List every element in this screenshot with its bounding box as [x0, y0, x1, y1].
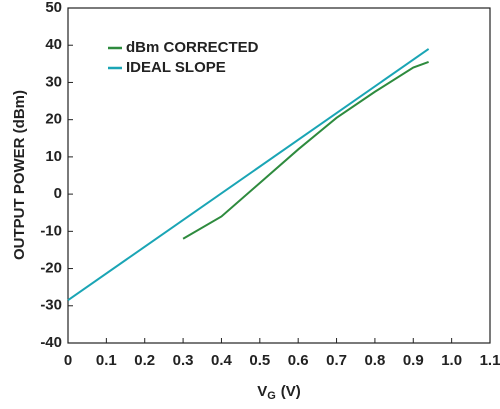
x-tick-label: 0.8 [364, 352, 385, 369]
x-tick-label: 0.3 [173, 352, 194, 369]
x-tick-label: 0.7 [326, 352, 347, 369]
y-tick-label: 20 [45, 111, 62, 128]
x-tick-label: 0.5 [249, 352, 270, 369]
y-tick-label: 50 [45, 0, 62, 16]
plot-frame [67, 7, 491, 344]
y-tick-label: 0 [54, 185, 62, 202]
x-tick-label: 0 [64, 352, 72, 369]
x-tick-label: 0.2 [134, 352, 155, 369]
x-tick-label: 0.9 [403, 352, 424, 369]
x-label-sub: G [267, 390, 276, 402]
legend-label: dBm CORRECTED [126, 39, 259, 56]
x-tick-label: 1.1 [480, 352, 500, 369]
x-tick-label: 0.4 [211, 352, 233, 369]
series-line [182, 61, 429, 240]
y-tick-label: -40 [40, 334, 62, 351]
y-tick-label: -10 [40, 222, 62, 239]
y-axis-label: OUTPUT POWER (dBm) [11, 90, 28, 260]
series-line [67, 48, 430, 302]
x-tick-label: 0.1 [96, 352, 117, 369]
y-tick-label: -30 [40, 297, 62, 314]
x-label-main: V [257, 383, 267, 400]
y-tick-label: -20 [40, 260, 62, 277]
x-axis-label: VG (V) [257, 383, 301, 402]
legend-label: IDEAL SLOPE [126, 59, 226, 76]
y-tick-label: 30 [45, 73, 62, 90]
x-tick-label: 0.6 [288, 352, 309, 369]
y-tick-label: 40 [45, 36, 62, 53]
y-tick-label: 10 [45, 148, 62, 165]
x-label-unit: (V) [281, 383, 301, 400]
x-tick-label: 1.0 [441, 352, 462, 369]
